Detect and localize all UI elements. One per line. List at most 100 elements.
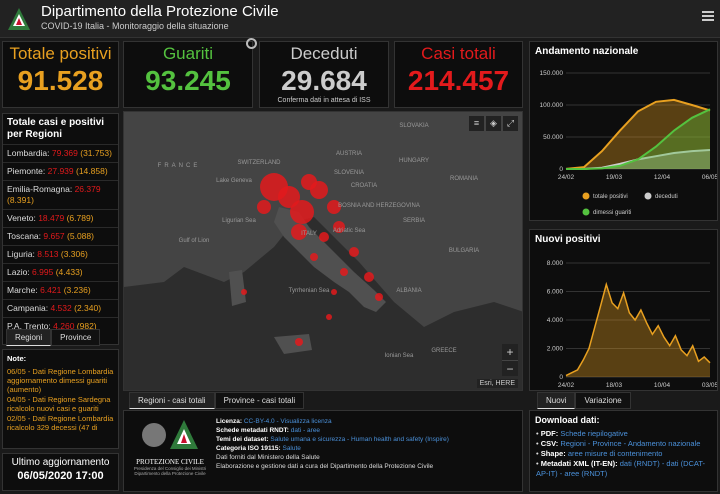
x-tick-label: 06/05 — [702, 174, 717, 181]
y-tick-label: 50.000 — [543, 134, 563, 141]
map-label: BULGARIA — [449, 248, 479, 254]
case-marker[interactable] — [295, 338, 303, 346]
map-label: SERBIA — [403, 218, 425, 224]
series-line — [565, 98, 711, 170]
map-canvas[interactable]: FRANCE SWITZERLAND AUSTRIA SLOVAKIA HUNGARY S… — [124, 112, 523, 391]
case-marker[interactable] — [310, 253, 318, 261]
bullet: • — [536, 429, 541, 438]
region-positive: (31.753) — [77, 148, 112, 158]
chart-title: Andamento nazionale — [535, 46, 639, 57]
region-row: Piemonte: 27.939 (14.858) — [3, 162, 118, 180]
case-marker[interactable] — [326, 314, 332, 320]
layers-icon[interactable]: ◈ — [486, 116, 501, 131]
case-marker[interactable] — [364, 272, 374, 282]
region-row: Campania: 4.532 (2.340) — [3, 299, 118, 317]
download-link[interactable]: Schede riepilogative — [560, 429, 628, 438]
chart-nuovi-canvas: 0 2.000 4.000 6.000 8.000 24/02 18/03 10/04 03/0… — [547, 260, 719, 389]
y-tick-label: 2.000 — [547, 346, 564, 353]
chart-andamento-canvas: 0 50.000 100.000 150.000 24/02 19/03 12/04 06/0… — [540, 70, 719, 216]
info-line: Dati forniti dal Ministero della Salute — [216, 453, 449, 462]
note-item: 06/05 - Dati Regione Lombardia aggiornam… — [7, 367, 114, 394]
zoom-in-button[interactable]: + — [506, 345, 514, 359]
tab-nuovi[interactable]: Nuovi — [537, 392, 576, 409]
region-total: 79.369 — [51, 148, 78, 158]
tab-regioni[interactable]: Regioni — [6, 329, 52, 346]
y-tick-label: 6.000 — [547, 289, 564, 296]
stat-label: Deceduti — [290, 44, 358, 63]
download-link[interactable]: aree misure di contenimento — [567, 449, 663, 458]
region-positive: (3.306) — [58, 249, 88, 259]
tab-variazione[interactable]: Variazione — [575, 392, 631, 409]
page-title: Dipartimento della Protezione Civile — [41, 3, 279, 20]
info-value: Salute — [282, 445, 301, 452]
case-marker[interactable] — [327, 200, 341, 214]
brand-sub: Dipartimento della Protezione Civile — [134, 471, 206, 476]
chart-title: Nuovi positivi — [535, 234, 601, 245]
case-marker[interactable] — [301, 174, 317, 190]
info-panel: PROTEZIONE CIVILE Presidenza del Consigl… — [123, 410, 523, 492]
tab-regioni-casi-totali[interactable]: Regioni - casi totali — [129, 392, 215, 409]
series-area — [566, 109, 710, 169]
fullscreen-icon[interactable]: ⤢ — [503, 116, 518, 131]
download-line: • CSV: Regioni - Province - Andamento na… — [536, 439, 711, 449]
sardinia-land — [229, 270, 246, 306]
region-positive: (4.433) — [53, 267, 83, 277]
download-key: Metadati XML (IT-EN): — [540, 459, 620, 468]
case-markers[interactable] — [241, 173, 383, 346]
info-line: Schede metadati RNDT: dati - aree — [216, 426, 449, 435]
legend-marker — [582, 208, 590, 216]
legend-label: totale positivi — [593, 194, 628, 200]
region-total: 6.995 — [32, 267, 54, 277]
map-label: SLOVENIA — [334, 170, 364, 176]
case-marker[interactable] — [278, 186, 300, 208]
update-label: Ultimo aggiornamento — [11, 457, 110, 468]
case-marker[interactable] — [340, 268, 348, 276]
map-label: Lake Geneva — [216, 178, 252, 184]
tab-province-casi-totali[interactable]: Province - casi totali — [214, 392, 305, 409]
menu-icon[interactable] — [702, 11, 714, 21]
download-link[interactable]: Regioni - Province - Andamento nazionale — [560, 439, 701, 448]
case-marker[interactable] — [241, 289, 247, 295]
protezione-civile-logo — [8, 8, 30, 30]
region-total: 27.939 — [47, 166, 74, 176]
info-value: Salute umana e sicurezza - Human health … — [270, 436, 449, 443]
download-link[interactable]: dati (RNDT) - dati (DCAT-AP-IT) - aree (… — [536, 459, 706, 478]
region-positive: (3.236) — [61, 285, 91, 295]
region-total: 4.532 — [50, 303, 72, 313]
region-positive: (14.858) — [73, 166, 108, 176]
regions-panel: Totale casi e positivi per Regioni Lomba… — [2, 113, 119, 345]
crosshair-icon[interactable] — [246, 38, 257, 49]
case-marker[interactable] — [375, 293, 383, 301]
legend-label: deceduti — [655, 194, 678, 200]
stat-note: Conferma dati in attesa di ISS — [277, 97, 371, 104]
page-subtitle: COVID-19 Italia - Monitoraggio della sit… — [41, 21, 229, 31]
bullet: • — [536, 459, 541, 468]
map-label: Gulf of Lion — [179, 238, 210, 244]
case-marker[interactable] — [319, 232, 329, 242]
info-line: Categoria ISO 19115: Salute — [216, 444, 449, 453]
case-marker[interactable] — [291, 224, 307, 240]
note-item: 04/05 - Dati Regione Sardegna ricalcolo … — [7, 395, 111, 413]
y-tick-label: 0 — [559, 166, 563, 173]
sicily-land — [274, 334, 312, 354]
y-tick-label: 0 — [559, 374, 563, 381]
case-marker[interactable] — [290, 200, 314, 224]
y-tick-label: 150.000 — [540, 70, 564, 77]
map[interactable]: FRANCE SWITZERLAND AUSTRIA SLOVAKIA HUNGARY S… — [123, 111, 523, 391]
case-marker[interactable] — [349, 247, 359, 257]
case-marker[interactable] — [331, 289, 337, 295]
regions-title: Totale casi e positivi per Regioni — [7, 117, 105, 140]
stat-totale-positivi: Totale positivi 91.528 — [2, 41, 119, 108]
list-icon[interactable]: ≡ — [469, 116, 484, 131]
map-label: BOSNIA AND HERZEGOVINA — [338, 203, 420, 209]
case-marker[interactable] — [257, 200, 271, 214]
map-label: AUSTRIA — [336, 151, 362, 157]
case-marker[interactable] — [333, 221, 345, 233]
legend-marker — [644, 192, 652, 200]
stat-label: Totale positivi — [9, 44, 112, 63]
zoom-out-button[interactable]: − — [502, 360, 518, 376]
info-key: Temi dei dataset: — [216, 436, 271, 443]
region-name: P.A. Trento: — [7, 321, 54, 331]
tab-province[interactable]: Province — [51, 329, 101, 346]
region-name: Veneto: — [7, 213, 39, 223]
